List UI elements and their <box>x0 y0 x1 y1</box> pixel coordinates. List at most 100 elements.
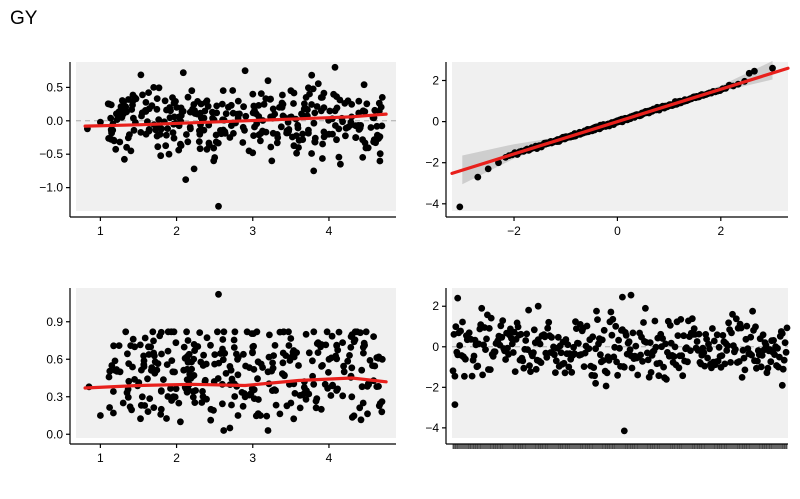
data-point <box>121 155 128 163</box>
data-point <box>310 380 318 388</box>
data-point <box>530 349 537 357</box>
y-tick-label: 2 <box>432 299 439 313</box>
data-point <box>366 357 374 364</box>
data-point <box>239 402 247 410</box>
x-tick-label: 0 <box>614 224 621 238</box>
data-point <box>740 354 748 362</box>
data-point <box>140 352 148 360</box>
data-point <box>754 357 761 365</box>
data-point <box>167 385 174 392</box>
data-point <box>762 341 770 349</box>
data-point <box>532 365 540 373</box>
data-point <box>497 322 505 330</box>
data-point <box>592 345 599 353</box>
data-point <box>263 412 271 420</box>
data-point <box>735 358 743 365</box>
data-point <box>483 335 490 343</box>
data-point <box>293 149 300 157</box>
data-point <box>614 371 621 379</box>
data-point <box>226 363 234 370</box>
data-point <box>308 150 315 157</box>
data-point <box>250 395 258 402</box>
data-point <box>340 368 348 376</box>
data-point <box>364 410 371 418</box>
data-point <box>319 140 326 148</box>
data-point <box>157 152 165 160</box>
data-point <box>612 322 620 330</box>
data-point <box>295 144 302 151</box>
data-point <box>781 339 789 347</box>
data-point <box>254 375 261 383</box>
data-point <box>264 368 272 376</box>
data-point <box>239 123 247 131</box>
data-point <box>778 381 786 389</box>
data-point <box>242 112 250 120</box>
data-point <box>189 373 196 380</box>
data-point <box>607 308 615 316</box>
data-point <box>116 138 124 146</box>
data-point <box>718 352 726 359</box>
data-point <box>370 333 377 340</box>
data-point <box>522 337 530 344</box>
data-point <box>594 316 601 323</box>
data-point <box>154 360 162 367</box>
data-point <box>525 306 532 314</box>
y-tick-label: 0 <box>432 340 439 354</box>
data-point <box>713 331 721 339</box>
y-tick-label: −4 <box>425 197 439 211</box>
data-point <box>695 330 703 338</box>
data-point <box>335 153 343 161</box>
data-point <box>327 392 335 399</box>
data-point <box>690 325 698 332</box>
data-point <box>272 387 279 394</box>
data-point <box>196 127 203 135</box>
data-point <box>228 401 235 409</box>
data-point <box>609 315 617 323</box>
data-point <box>207 341 214 349</box>
data-point <box>283 127 291 135</box>
data-point <box>359 154 367 161</box>
data-point <box>184 93 192 101</box>
data-point <box>248 385 256 392</box>
data-point <box>677 316 685 323</box>
data-point <box>191 399 199 406</box>
data-point <box>311 138 319 146</box>
data-point <box>245 147 253 155</box>
data-point <box>751 67 758 75</box>
data-point <box>194 98 202 105</box>
data-point <box>478 304 486 312</box>
data-point <box>281 372 288 380</box>
data-point <box>660 363 667 371</box>
data-point <box>249 343 257 351</box>
data-point <box>125 377 133 385</box>
data-point <box>312 404 320 412</box>
data-point <box>276 104 283 111</box>
data-point <box>348 393 356 401</box>
data-point <box>543 354 551 361</box>
data-point <box>126 403 134 411</box>
data-point <box>117 103 125 110</box>
data-point <box>230 336 238 344</box>
data-point <box>710 337 718 345</box>
data-point <box>642 304 649 312</box>
data-point <box>249 90 257 98</box>
data-point <box>124 350 131 358</box>
data-point <box>376 157 384 165</box>
data-point <box>106 100 113 108</box>
x-tick-label: 2 <box>173 451 180 465</box>
data-point <box>267 95 274 103</box>
data-point <box>113 366 120 373</box>
data-point <box>142 130 150 138</box>
data-point <box>310 167 318 175</box>
data-point <box>136 341 144 349</box>
data-point <box>486 366 494 373</box>
data-point <box>150 84 158 91</box>
data-point <box>160 376 167 383</box>
data-point <box>355 97 363 105</box>
data-point <box>300 384 308 391</box>
data-point <box>317 405 325 413</box>
data-point <box>219 336 227 343</box>
data-point <box>375 107 383 115</box>
data-point <box>226 134 234 141</box>
